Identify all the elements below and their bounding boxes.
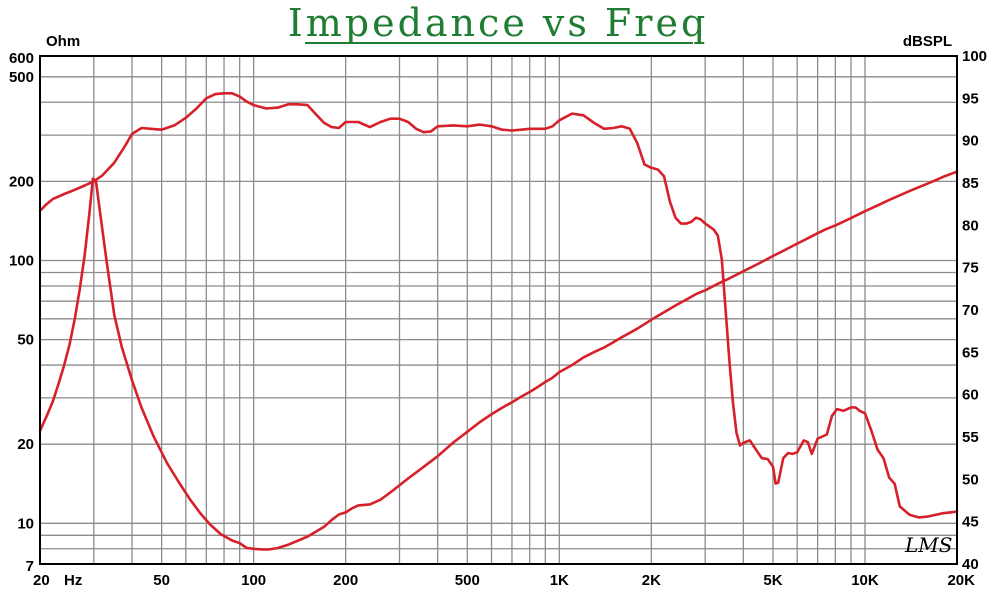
right-tick-label: 90: [962, 133, 979, 150]
x-tick-label: 100: [241, 572, 266, 589]
x-axis-unit: Hz: [64, 572, 82, 589]
right-tick-label: 45: [962, 514, 979, 531]
impedance-curve-line: [38, 170, 959, 551]
chart-title: Impedance vs Freq: [288, 1, 709, 45]
left-tick-label: 10: [17, 515, 34, 532]
left-axis-unit: Ohm: [46, 33, 80, 50]
x-tick-label: 20: [33, 572, 50, 589]
right-tick-label: 75: [962, 260, 979, 277]
left-axis-ticks: 600 500 200 100 50 20 10 7: [9, 50, 34, 575]
right-axis-unit: dBSPL: [903, 33, 952, 50]
left-tick-label: 7: [26, 558, 34, 575]
right-tick-label: 95: [962, 90, 979, 107]
right-tick-label: 85: [962, 175, 979, 192]
left-tick-label: 100: [9, 252, 34, 269]
right-tick-label: 100: [962, 48, 987, 65]
left-tick-label: 600: [9, 50, 34, 67]
right-tick-label: 55: [962, 429, 979, 446]
x-axis-ticks: 20 50 100 200 500 1K 2K 5K 10K 20K: [33, 572, 975, 589]
x-tick-label: 20K: [947, 572, 975, 589]
grid-lines: [40, 56, 957, 564]
x-tick-label: 10K: [851, 572, 879, 589]
left-tick-label: 20: [17, 436, 34, 453]
x-tick-label: 2K: [642, 572, 661, 589]
chart-curves: [38, 92, 959, 551]
x-tick-label: 50: [153, 572, 170, 589]
x-tick-label: 500: [455, 572, 480, 589]
right-tick-label: 65: [962, 344, 979, 361]
right-axis-ticks: 100 95 90 85 80 75 70 65 60 55 50 45 40: [962, 48, 987, 573]
right-tick-label: 70: [962, 302, 979, 319]
left-tick-label: 50: [17, 332, 34, 349]
x-tick-label: 200: [333, 572, 358, 589]
right-tick-label: 60: [962, 387, 979, 404]
right-tick-label: 40: [962, 556, 979, 573]
left-tick-label: 500: [9, 69, 34, 86]
x-tick-label: 5K: [763, 572, 782, 589]
right-tick-label: 80: [962, 217, 979, 234]
plot-frame: [39, 55, 958, 565]
left-tick-label: 200: [9, 173, 34, 190]
signature-text: LMS: [904, 533, 952, 557]
spl-curve-line: [38, 92, 959, 519]
x-tick-label: 1K: [550, 572, 569, 589]
right-tick-label: 50: [962, 471, 979, 488]
